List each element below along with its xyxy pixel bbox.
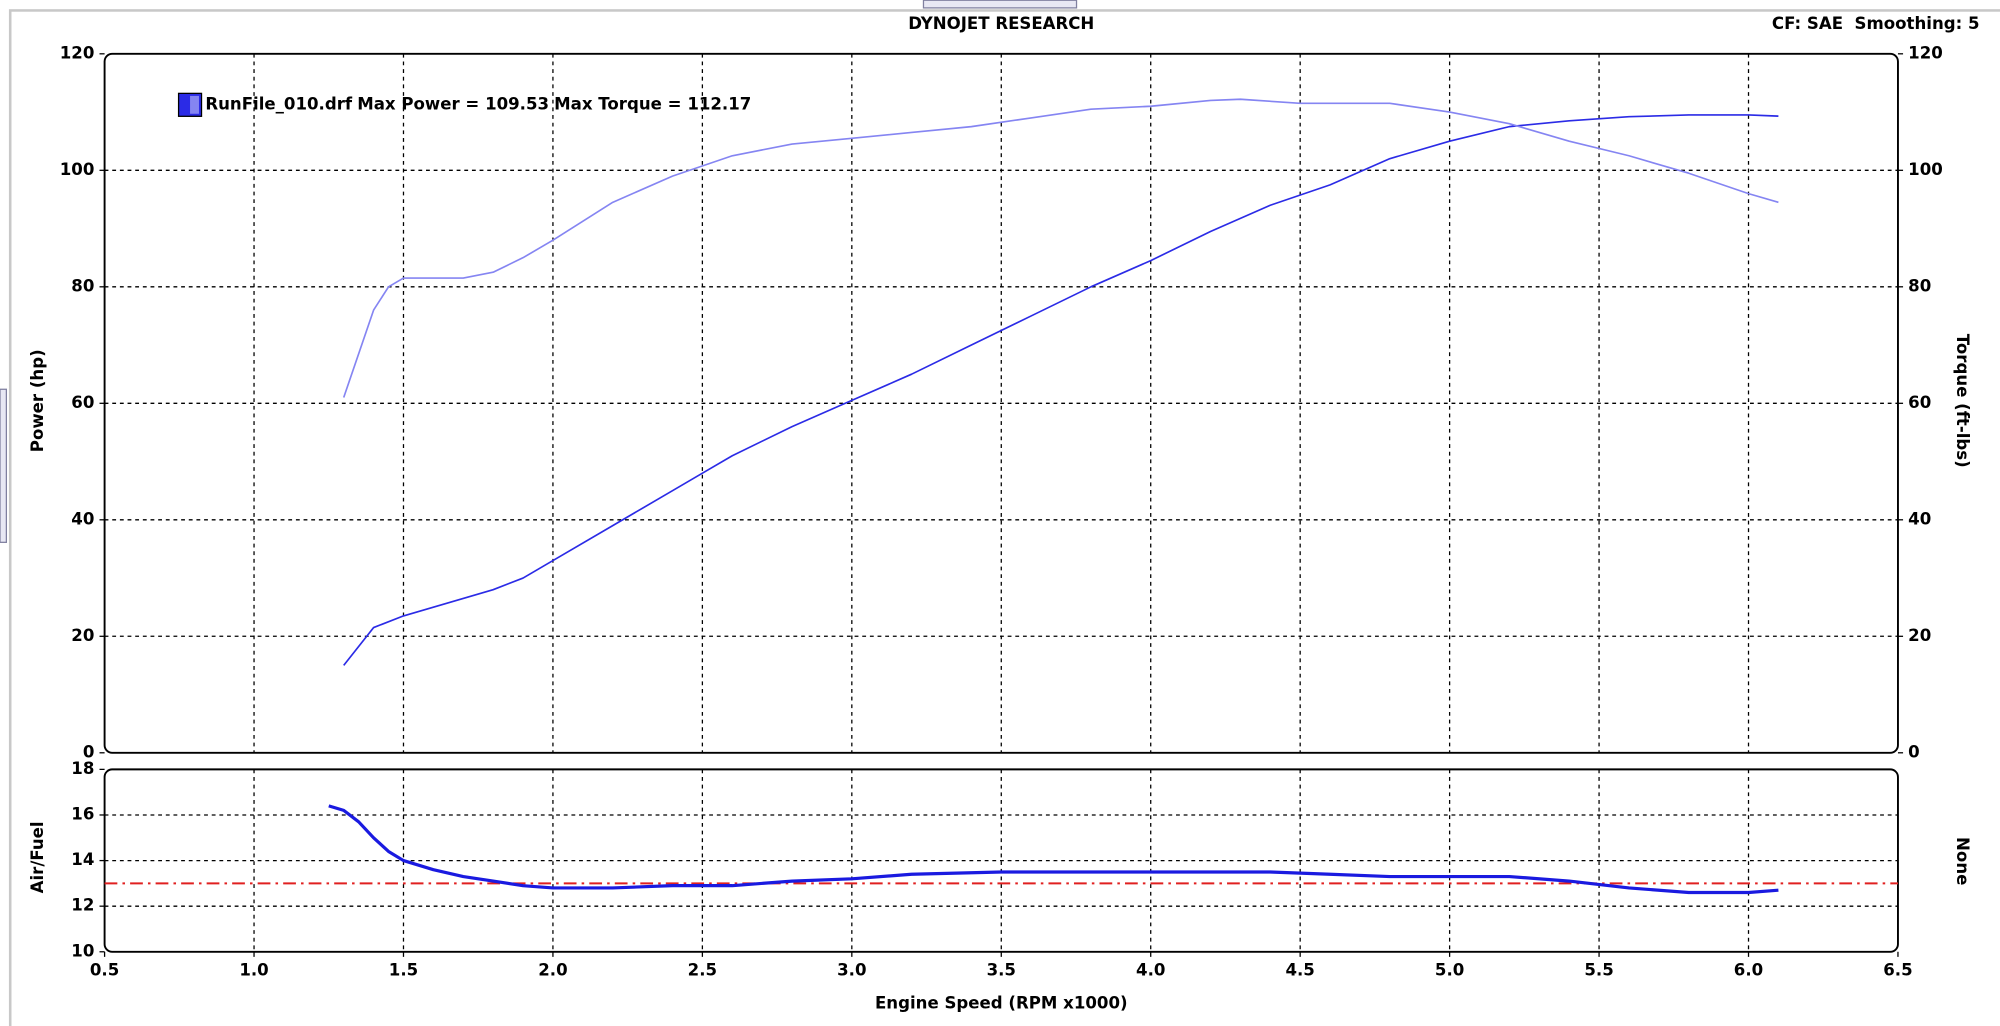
y-tick-label: 18 bbox=[71, 759, 94, 778]
y2-tick-label: 80 bbox=[1908, 276, 1931, 295]
x-tick-label: 5.5 bbox=[1584, 960, 1613, 979]
y-tick-label: 100 bbox=[60, 160, 95, 179]
x-tick-label: 1.0 bbox=[239, 960, 268, 979]
data-line bbox=[342, 98, 1779, 398]
x-tick-label: 2.5 bbox=[688, 960, 717, 979]
legend-annotation: Max Power = 109.53 bbox=[357, 94, 549, 113]
y-tick-label: 14 bbox=[71, 850, 94, 869]
x-tick-label: 0.5 bbox=[90, 960, 119, 979]
y-tick-label: 10 bbox=[71, 941, 94, 960]
y2-tick-label: 40 bbox=[1908, 509, 1931, 528]
y-tick-label: 20 bbox=[71, 626, 94, 645]
plot-layer: 0 20 40 60 80 100 120 0 20 40 60 80 100 120 10 12 14 16 18… bbox=[60, 43, 1943, 979]
y-axis-label: Air/Fuel bbox=[28, 821, 47, 893]
y2-axis-label: None bbox=[1953, 837, 1972, 885]
y-tick-label: 80 bbox=[71, 276, 94, 295]
legend-swatch-inner bbox=[190, 95, 199, 114]
x-tick-label: 2.0 bbox=[538, 960, 567, 979]
y-tick-label: 12 bbox=[71, 896, 94, 915]
side-handle[interactable] bbox=[0, 388, 8, 543]
x-tick-label: 3.0 bbox=[837, 960, 866, 979]
y-tick-label: 16 bbox=[71, 804, 94, 823]
y2-tick-label: 100 bbox=[1908, 160, 1943, 179]
legend-annotation: Max Torque = 112.17 bbox=[554, 94, 751, 113]
y-tick-label: 120 bbox=[60, 43, 95, 62]
y2-tick-label: 20 bbox=[1908, 626, 1931, 645]
x-tick-label: 4.5 bbox=[1285, 960, 1314, 979]
frame bbox=[8, 9, 2000, 1026]
y-tick-label: 0 bbox=[83, 742, 95, 761]
y2-axis-label: Torque (ft-lbs) bbox=[1953, 334, 1972, 468]
data-line bbox=[328, 804, 1779, 895]
chart-title: DYNOJET RESEARCH bbox=[908, 14, 1094, 33]
legend-label: RunFile_010.drf bbox=[205, 94, 353, 113]
y-tick-label: 60 bbox=[71, 393, 94, 412]
x-axis-label: Engine Speed (RPM x1000) bbox=[875, 994, 1128, 1013]
y2-tick-label: 120 bbox=[1908, 43, 1943, 62]
data-line bbox=[343, 114, 1779, 666]
x-tick-label: 3.5 bbox=[987, 960, 1016, 979]
x-tick-label: 1.5 bbox=[389, 960, 418, 979]
y2-tick-label: 60 bbox=[1908, 393, 1931, 412]
x-tick-label: 6.0 bbox=[1734, 960, 1763, 979]
x-tick-label: 6.5 bbox=[1883, 960, 1912, 979]
y-tick-label: 40 bbox=[71, 509, 94, 528]
settings-info: CF: SAE Smoothing: 5 bbox=[1772, 14, 1980, 33]
scroll-handle[interactable] bbox=[922, 0, 1078, 9]
x-tick-label: 4.0 bbox=[1136, 960, 1165, 979]
y2-tick-label: 0 bbox=[1908, 742, 1920, 761]
x-tick-label: 5.0 bbox=[1435, 960, 1464, 979]
y-axis-label: Power (hp) bbox=[28, 349, 47, 452]
